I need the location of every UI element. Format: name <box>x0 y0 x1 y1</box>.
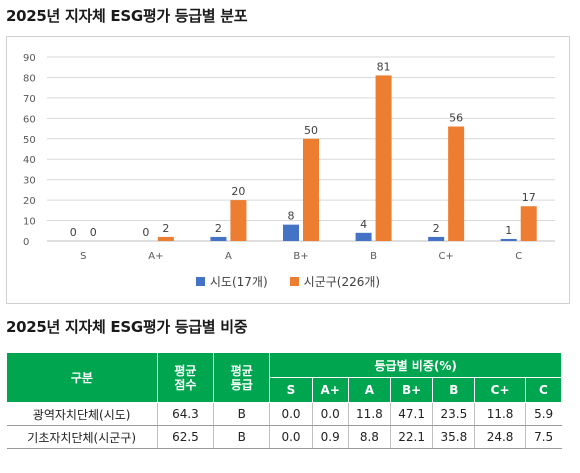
row-grade: B <box>213 402 270 426</box>
header-category: 구분 <box>6 352 158 403</box>
legend-swatch-series2 <box>289 277 299 286</box>
row-name: 기초자치단체(시군구) <box>6 425 158 449</box>
bar-series1 <box>210 236 227 241</box>
header-grade-b-plus: B+ <box>390 377 434 403</box>
data-label: 2 <box>215 222 222 235</box>
data-label: 0 <box>70 226 77 239</box>
x-tick-label: B <box>370 251 377 262</box>
bar-series2 <box>448 126 465 241</box>
data-label: 17 <box>522 191 536 204</box>
header-grade-c-plus: C+ <box>474 377 526 403</box>
row-share: 8.8 <box>347 425 391 449</box>
row-name: 광역자치단체(시도) <box>6 402 158 426</box>
table-row: 기초자치단체(시군구) 62.5 B 0.0 0.9 8.8 22.1 35.8… <box>6 425 562 449</box>
table-title: 2025년 지자체 ESG평가 등급별 비중 <box>6 318 248 336</box>
header-grade-a-plus: A+ <box>311 377 349 403</box>
row-share: 47.1 <box>390 402 433 426</box>
data-label: 0 <box>90 226 97 239</box>
y-tick-label: 20 <box>23 196 36 207</box>
header-grade-b: B <box>432 377 476 403</box>
data-label: 20 <box>231 185 245 198</box>
data-label: 50 <box>304 124 318 137</box>
bar-series1 <box>355 232 372 241</box>
header-avg-grade-line1: 평균 <box>230 363 253 378</box>
row-share: 22.1 <box>390 425 433 449</box>
bar-series1 <box>500 238 517 241</box>
table-row: 광역자치단체(시도) 64.3 B 0.0 0.0 11.8 47.1 23.5… <box>6 402 562 426</box>
grade-share-table: 구분 평균 점수 평균 등급 등급별 비중(%) S A+ A B+ B C+ <box>6 352 563 449</box>
row-share: 0.0 <box>269 402 313 426</box>
y-tick-label: 50 <box>23 135 36 146</box>
x-tick-label: B+ <box>293 251 308 262</box>
y-tick-label: 70 <box>23 94 36 105</box>
data-label: 2 <box>162 222 169 235</box>
x-tick-label: C+ <box>438 251 453 262</box>
y-tick-label: 10 <box>23 217 36 228</box>
data-label: 56 <box>449 112 463 125</box>
data-label: 0 <box>142 226 149 239</box>
row-share: 0.0 <box>269 425 313 449</box>
row-share: 7.5 <box>524 425 562 449</box>
header-avg-score-line2: 점수 <box>174 377 197 392</box>
header-avg-score: 평균 점수 <box>156 352 215 403</box>
y-tick-label: 80 <box>23 73 36 84</box>
header-avg-score-line1: 평균 <box>174 363 197 378</box>
legend-item-series1: 시도(17개) <box>195 273 268 290</box>
row-score: 64.3 <box>156 402 214 426</box>
bar-series2 <box>520 206 537 241</box>
row-grade: B <box>213 425 270 449</box>
bar-series1 <box>283 224 299 241</box>
y-tick-label: 40 <box>23 155 36 166</box>
header-share-group: 등급별 비중(%) <box>269 352 562 378</box>
bar-series2 <box>157 236 174 241</box>
row-share: 23.5 <box>432 402 475 426</box>
row-share: 35.8 <box>432 425 475 449</box>
bar-series2 <box>303 138 319 241</box>
header-grade-c: C <box>524 377 563 403</box>
row-share: 5.9 <box>524 402 562 426</box>
row-share: 11.8 <box>474 402 526 426</box>
header-avg-grade: 평균 등급 <box>213 352 271 403</box>
header-avg-grade-line2: 등급 <box>230 377 253 392</box>
row-score: 62.5 <box>156 425 214 449</box>
legend-swatch-series1 <box>195 277 205 286</box>
legend-item-series2: 시군구(226개) <box>289 273 381 290</box>
header-grade-a: A <box>347 377 392 403</box>
x-tick-label: A+ <box>148 251 163 262</box>
row-share: 0.0 <box>311 402 349 426</box>
bar-series1 <box>428 236 445 241</box>
data-label: 2 <box>433 222 440 235</box>
row-share: 0.9 <box>311 425 349 449</box>
data-label: 1 <box>505 224 512 237</box>
bar-series2 <box>375 75 392 242</box>
header-grade-s: S <box>269 377 313 403</box>
legend-label-series1: 시도(17개) <box>209 275 268 289</box>
data-label: 8 <box>288 210 295 223</box>
y-tick-label: 30 <box>23 176 36 187</box>
bar-series2 <box>230 200 247 241</box>
y-tick-label: 0 <box>23 237 29 248</box>
x-tick-label: S <box>80 251 86 262</box>
chart-panel: 0 10 20 30 40 50 60 70 80 90 0 0 S 0 2 A+ 2 20 A 8 50 B+ 4 81 B 2… <box>6 36 570 304</box>
data-label: 81 <box>377 60 391 73</box>
data-label: 4 <box>360 218 367 231</box>
x-tick-label: C <box>515 251 522 262</box>
y-tick-label: 90 <box>23 53 36 64</box>
x-tick-label: A <box>225 251 232 262</box>
chart-legend: 시도(17개) 시군구(226개) <box>7 273 569 290</box>
chart-title: 2025년 지자체 ESG평가 등급별 분포 <box>6 7 248 25</box>
row-share: 24.8 <box>474 425 526 449</box>
row-share: 11.8 <box>347 402 391 426</box>
legend-label-series2: 시군구(226개) <box>303 275 381 289</box>
y-tick-label: 60 <box>23 114 36 125</box>
